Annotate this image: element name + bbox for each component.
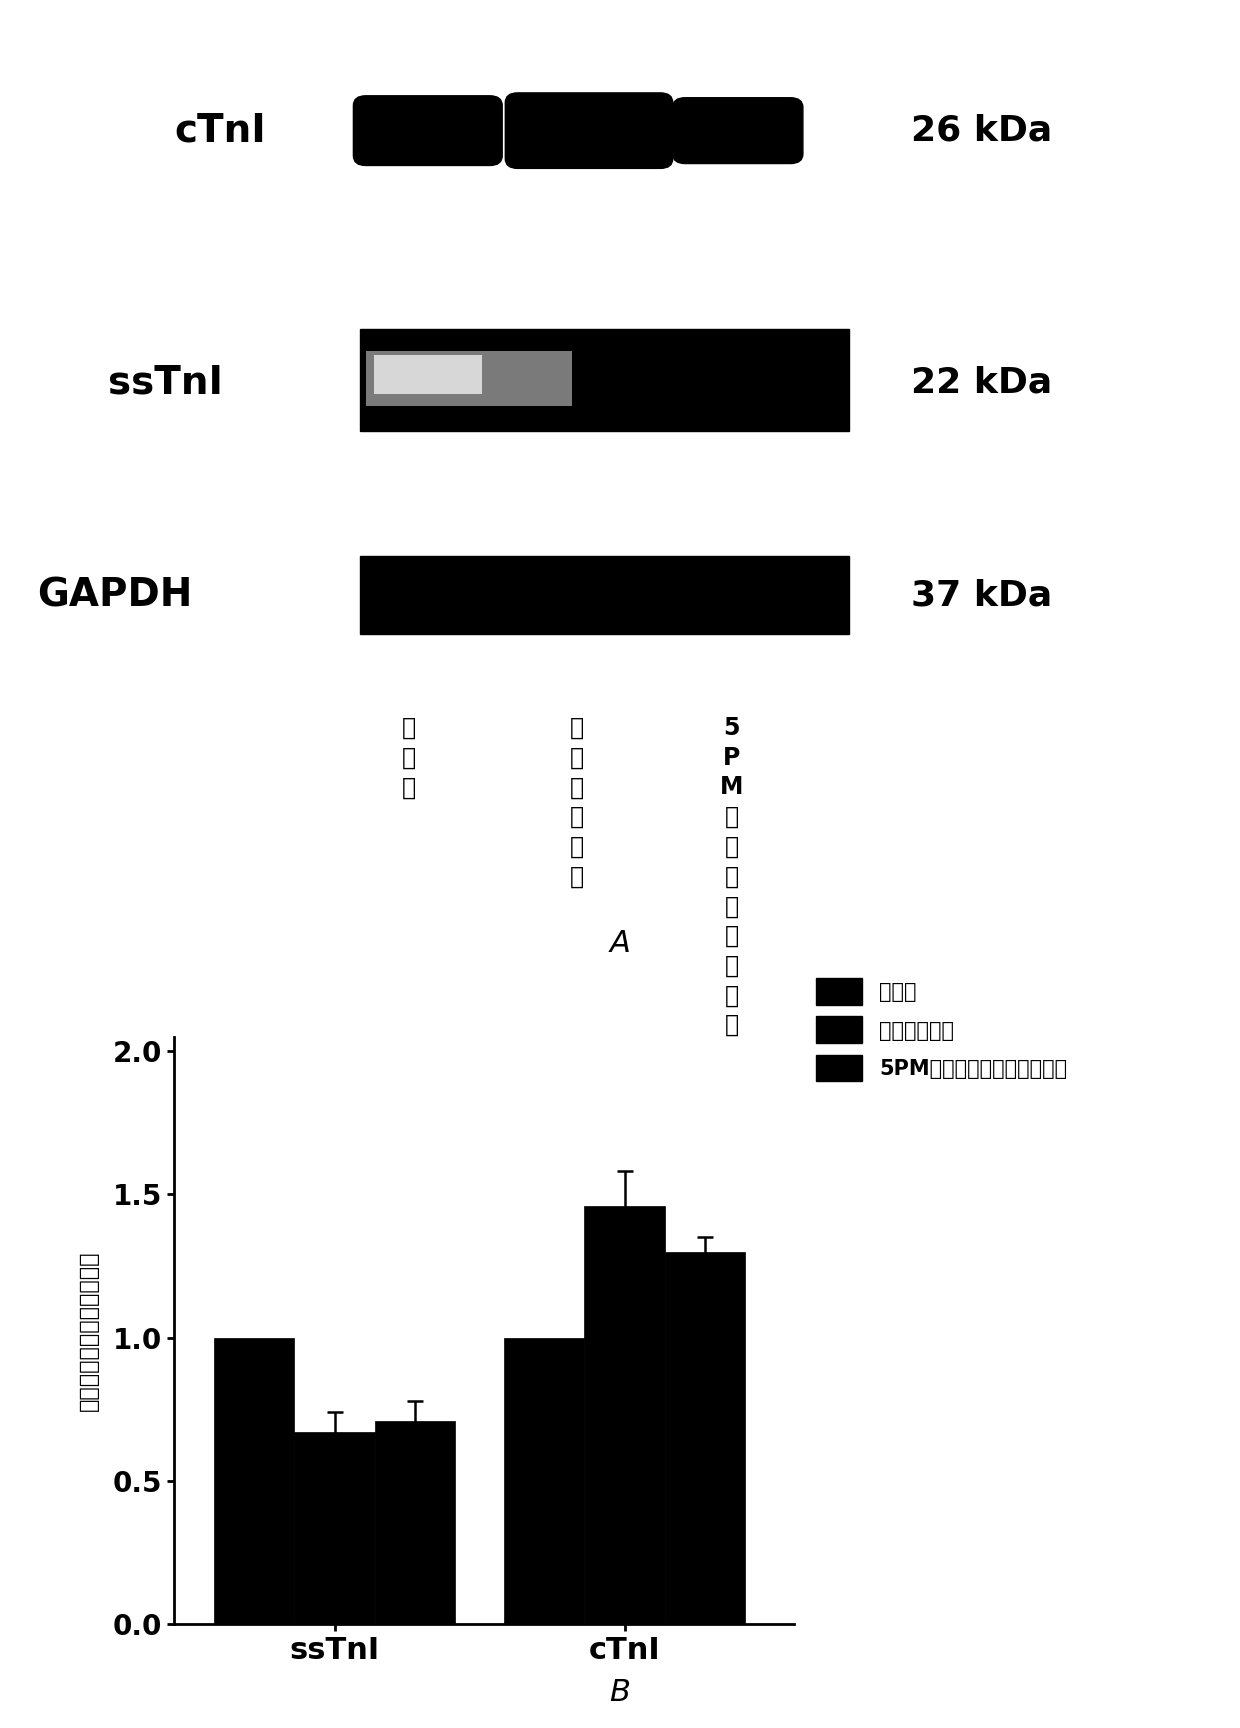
FancyBboxPatch shape — [360, 328, 849, 430]
Y-axis label: 相对于对照组的蛋白表达量: 相对于对照组的蛋白表达量 — [78, 1251, 98, 1410]
Text: 26 kDa: 26 kDa — [911, 114, 1053, 147]
Bar — [503, 1337, 584, 1624]
Text: 对
照
组: 对 照 组 — [402, 715, 417, 800]
Bar — [374, 1420, 455, 1624]
Text: GAPDH: GAPDH — [37, 575, 192, 613]
FancyBboxPatch shape — [366, 351, 572, 406]
Text: 37 kDa: 37 kDa — [911, 579, 1053, 612]
Bar — [584, 1206, 665, 1624]
FancyBboxPatch shape — [506, 93, 672, 168]
FancyBboxPatch shape — [374, 356, 482, 394]
Text: 22 kDa: 22 kDa — [911, 365, 1053, 399]
FancyBboxPatch shape — [672, 98, 804, 164]
Bar — [665, 1251, 745, 1624]
Text: cTnI: cTnI — [175, 112, 267, 150]
Bar — [213, 1337, 294, 1624]
Text: A: A — [610, 930, 630, 957]
Text: ssTnI: ssTnI — [108, 363, 223, 401]
Text: 5
P
M
培
养
基
底
制
备
从
心
肌
细
胞: 5 P M 培 养 基 底 制 备 从 心 肌 细 胞 — [720, 715, 743, 1127]
FancyBboxPatch shape — [353, 95, 502, 166]
Legend: 对照组, 成人心肌细胞, 5PM培养基底制备的心肌细胞: 对照组, 成人心肌细胞, 5PM培养基底制备的心肌细胞 — [816, 978, 1068, 1082]
Text: 成
人
心
肌
细
胞: 成 人 心 肌 细 胞 — [569, 715, 584, 888]
FancyBboxPatch shape — [360, 556, 849, 634]
Bar — [294, 1433, 374, 1624]
Text: B: B — [610, 1678, 630, 1707]
